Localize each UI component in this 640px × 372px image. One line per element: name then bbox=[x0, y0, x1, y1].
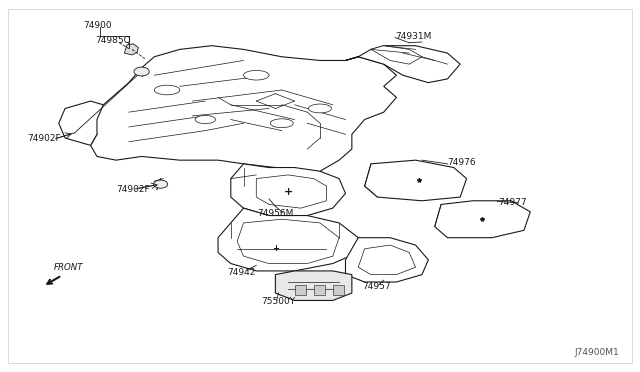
Polygon shape bbox=[435, 201, 531, 238]
Polygon shape bbox=[59, 101, 103, 145]
Ellipse shape bbox=[154, 85, 180, 95]
Text: 74931M: 74931M bbox=[395, 32, 431, 41]
Polygon shape bbox=[218, 208, 358, 271]
Text: 74985Q: 74985Q bbox=[96, 36, 131, 45]
Text: 74902F: 74902F bbox=[27, 134, 61, 143]
Bar bbox=[314, 285, 325, 295]
Text: 74976: 74976 bbox=[447, 157, 476, 167]
Circle shape bbox=[154, 180, 168, 188]
Polygon shape bbox=[346, 238, 428, 282]
Polygon shape bbox=[91, 46, 396, 179]
Polygon shape bbox=[275, 271, 352, 301]
Text: 74977: 74977 bbox=[499, 198, 527, 207]
Ellipse shape bbox=[270, 119, 293, 128]
Text: J74900M1: J74900M1 bbox=[575, 347, 620, 357]
Text: 74956M: 74956M bbox=[257, 209, 294, 218]
Polygon shape bbox=[256, 175, 326, 208]
Text: FRONT: FRONT bbox=[54, 263, 83, 272]
Text: 75500Y: 75500Y bbox=[261, 297, 296, 306]
Ellipse shape bbox=[308, 104, 332, 113]
Polygon shape bbox=[231, 164, 346, 215]
Text: 74900: 74900 bbox=[83, 21, 111, 30]
Polygon shape bbox=[237, 219, 339, 263]
Text: 74902F: 74902F bbox=[116, 185, 150, 194]
Text: +: + bbox=[272, 244, 279, 253]
Polygon shape bbox=[346, 46, 460, 83]
Bar bbox=[333, 285, 344, 295]
Polygon shape bbox=[365, 160, 467, 201]
Text: +: + bbox=[284, 186, 292, 196]
Ellipse shape bbox=[195, 115, 216, 124]
Text: 74957: 74957 bbox=[362, 282, 390, 291]
Text: 74942: 74942 bbox=[227, 268, 255, 277]
Polygon shape bbox=[358, 245, 415, 275]
Ellipse shape bbox=[244, 70, 269, 80]
Polygon shape bbox=[371, 46, 422, 64]
Polygon shape bbox=[124, 44, 138, 55]
Bar bbox=[294, 285, 306, 295]
Circle shape bbox=[134, 67, 149, 76]
